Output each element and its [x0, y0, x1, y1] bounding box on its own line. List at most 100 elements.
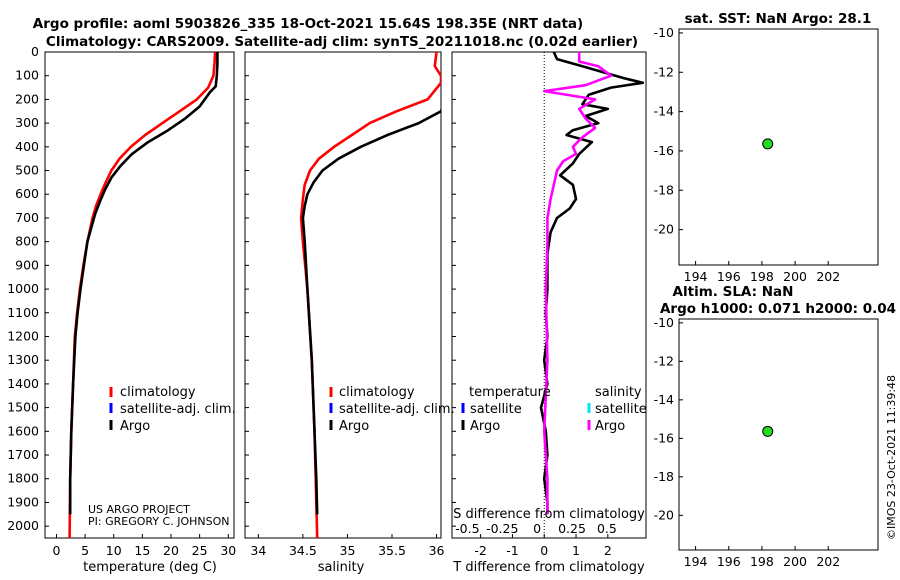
project-credit: US ARGO PROJECT [88, 503, 190, 516]
temperature-xlabel: temperature (deg C) [83, 560, 217, 575]
x-tick-label: 198 [750, 554, 774, 569]
sst-map-panel: -10 -12 -14 -16 -18 -20 194 196 198 200 202 [654, 25, 879, 284]
x-tick-label: 0 [52, 543, 60, 558]
x-tick-label: 36 [429, 543, 445, 558]
y-tick-label: -14 [654, 104, 674, 119]
y-tick-label: -10 [654, 315, 674, 330]
legend-label-sal-argo: Argo [595, 419, 625, 434]
series-line-argo [68, 52, 219, 515]
float-position-marker [762, 425, 774, 437]
legend-label-sal-satellite: satellite [595, 402, 647, 417]
x-tick-label: 202 [816, 554, 840, 569]
y-tick-label: 900 [15, 257, 39, 272]
x2-tick-label: 0.5 [597, 521, 617, 536]
y-tick-label: 800 [15, 234, 39, 249]
x-tick-label: 194 [684, 554, 708, 569]
y-tick-label: -18 [654, 469, 674, 484]
salinity-axes-frame [244, 51, 442, 539]
y-tick-label: 1000 [7, 281, 39, 296]
x-tick-label: 1 [572, 543, 580, 558]
x-tick-label: 2 [604, 543, 612, 558]
legend-label-argo: Argo [120, 419, 150, 434]
y-tick-label: 300 [15, 115, 39, 130]
sst-title: sat. SST: NaN Argo: 28.1 [685, 11, 872, 27]
y-tick-label: -16 [654, 143, 674, 158]
pi-credit: PI: GREGORY C. JOHNSON [88, 515, 229, 528]
y-tick-label: 1200 [7, 328, 39, 343]
series-line-salinity-argo [542, 52, 613, 515]
x2-tick-label: 0.25 [558, 521, 586, 536]
x-tick-label: 196 [717, 554, 741, 569]
imos-timestamp: ©IMOS 23-Oct-2021 11:39:48 [885, 375, 898, 540]
x-tick-label: 202 [816, 269, 840, 284]
salinity-panel: 34 34.5 35 35.5 36 [244, 51, 445, 558]
y-tick-label: 1700 [7, 447, 39, 462]
y-tick-label: 1500 [7, 400, 39, 415]
y-tick-label: 1400 [7, 376, 39, 391]
y-tick-label: 400 [15, 139, 39, 154]
x-tick-label: 10 [106, 543, 122, 558]
legend-label-argo: Argo [339, 419, 369, 434]
salinity-xlabel: salinity [318, 560, 365, 575]
sla-axes-frame [678, 318, 879, 551]
y-tick-label: 700 [15, 210, 39, 225]
y-tick-label: 1800 [7, 471, 39, 486]
x2-tick-label: -0.5 [455, 521, 479, 536]
y-tick-label: -12 [654, 64, 674, 79]
legend-header-salinity: salinity [595, 385, 642, 400]
main-title-line1: Argo profile: aoml 5903826_335 18-Oct-20… [33, 16, 583, 32]
y-tick-label: -14 [654, 392, 674, 407]
x-tick-label: 200 [783, 269, 807, 284]
y-tick-label: -20 [654, 507, 674, 522]
series-line-temperature-argo [539, 52, 645, 515]
temperature-legend: climatology satellite-adj. clim. Argo [109, 385, 236, 434]
main-title-line2: Climatology: CARS2009. Satellite-adj cli… [46, 34, 638, 50]
y-tick-label: -12 [654, 353, 674, 368]
x-tick-label: -1 [506, 543, 518, 558]
x-tick-label: 15 [134, 543, 150, 558]
legend-label-temp-argo: Argo [470, 419, 500, 434]
temperature-axes-frame [44, 51, 235, 539]
temperature-panel: 0100200300400500600700800900100011001200… [7, 44, 236, 558]
y-tick-label: -16 [654, 430, 674, 445]
series-line-argo [301, 107, 441, 515]
y-tick-label: 0 [31, 44, 39, 59]
y-tick-label: 600 [15, 186, 39, 201]
y-tick-label: 200 [15, 91, 39, 106]
x-tick-label: -2 [474, 543, 486, 558]
series-line-climatology [68, 52, 217, 538]
x-tick-label: 34.5 [289, 543, 317, 558]
salinity-legend: climatology satellite-adj. clim. Argo [329, 385, 455, 434]
legend-label-satellite: satellite-adj. clim. [120, 402, 236, 417]
y-tick-label: -20 [654, 222, 674, 237]
legend-label-climatology: climatology [339, 385, 415, 400]
sst-axes-frame [678, 28, 879, 266]
x-tick-label: 25 [192, 543, 208, 558]
sla-title-line2: Argo h1000: 0.071 h2000: 0.04 [660, 301, 896, 317]
legend-label-satellite: satellite-adj. clim. [339, 402, 455, 417]
float-position-marker [762, 138, 774, 150]
x-tick-label: 196 [717, 269, 741, 284]
x-tick-label: 0 [540, 543, 548, 558]
y-tick-label: 1600 [7, 423, 39, 438]
y-tick-label: 500 [15, 163, 39, 178]
difference-legend: temperature salinity satellite Argo sate… [461, 385, 647, 434]
x-tick-label: 20 [163, 543, 179, 558]
y-tick-label: 1900 [7, 494, 39, 509]
sla-map-panel: -10 -12 -14 -16 -18 -20 194 196 198 200 202 [654, 315, 879, 569]
legend-label-temp-satellite: satellite [470, 402, 522, 417]
y-tick-label: 2000 [7, 518, 39, 533]
x-tick-label: 35 [340, 543, 356, 558]
difference-x2label: S difference from climatology [453, 507, 645, 522]
x-tick-label: 5 [81, 543, 89, 558]
x2-tick-label: 0 [533, 521, 541, 536]
difference-panel: -2 -1 0 1 2 -0.5 -0.25 0 0.25 0.5 [451, 51, 647, 558]
difference-xlabel: T difference from climatology [452, 560, 645, 575]
x-tick-label: 34 [250, 543, 266, 558]
y-tick-label: -10 [654, 25, 674, 40]
x-tick-label: 198 [750, 269, 774, 284]
sla-title-line1: Altim. SLA: NaN [673, 284, 794, 300]
legend-label-climatology: climatology [120, 385, 196, 400]
x-tick-label: 35.5 [378, 543, 406, 558]
